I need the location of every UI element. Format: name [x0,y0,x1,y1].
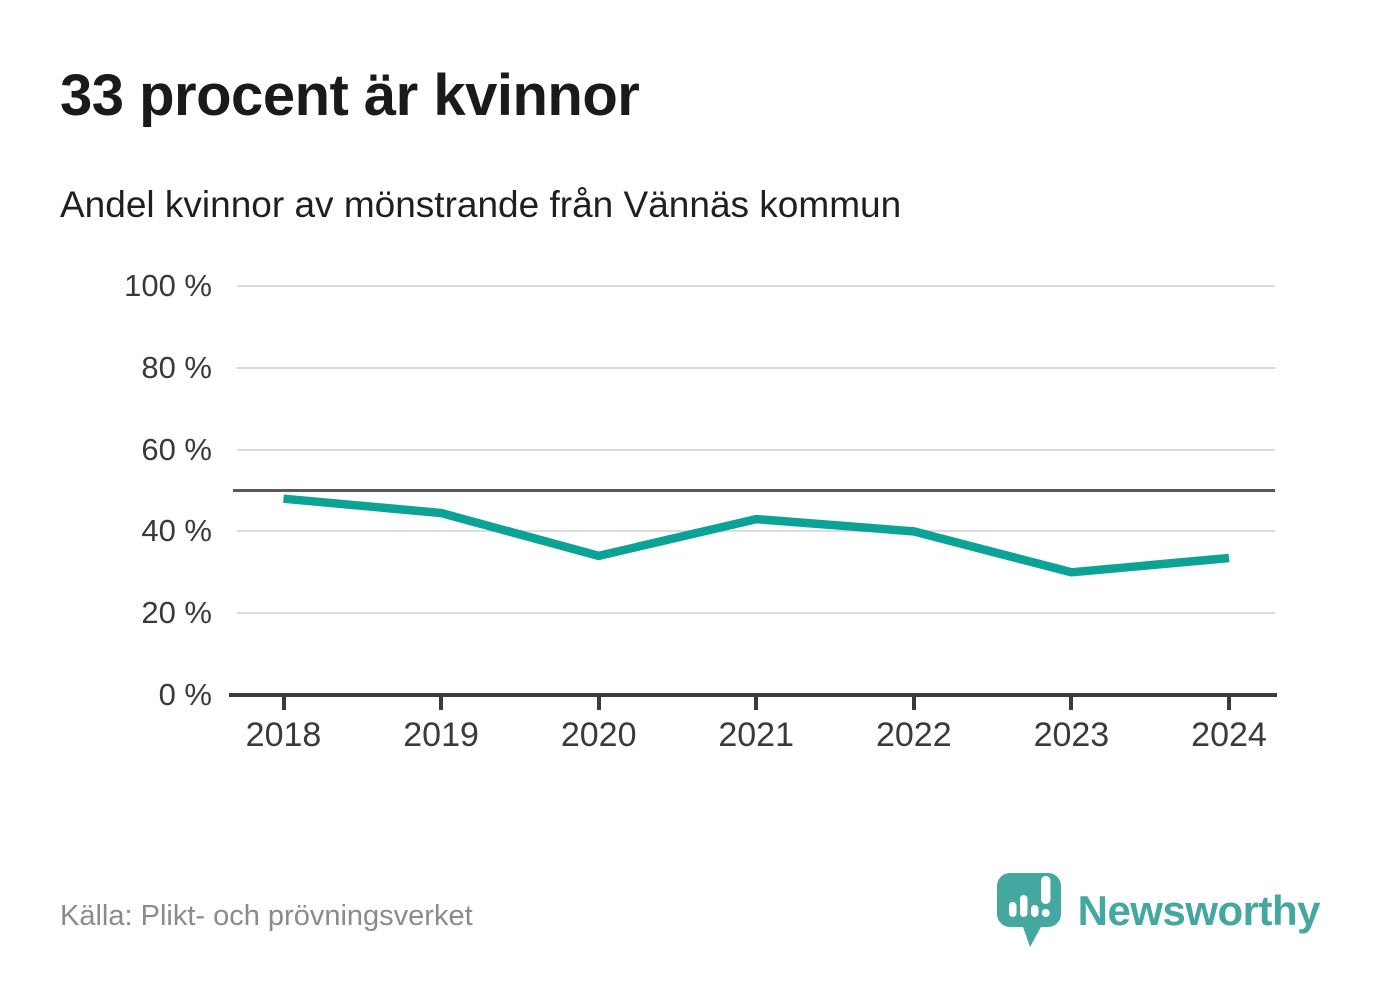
x-axis-tick [596,697,601,710]
x-axis-tick-label: 2022 [875,716,952,754]
gridline-100 [237,285,1275,287]
chart-subtitle: Andel kvinnor av mönstrande från Vännäs … [60,184,902,225]
source-credit: Källa: Plikt- och prövningsverket [60,900,473,932]
logo-bubble-shape [996,873,1061,947]
data-line [283,494,1230,577]
x-axis-tick-label: 2024 [1191,716,1267,754]
gridline-40 [237,530,1275,533]
y-axis-tick-label: 0 % [158,677,212,712]
plot-area [229,285,1277,710]
page-title: 33 procent är kvinnor [60,63,640,128]
x-axis-tick-label: 2018 [245,716,322,754]
x-axis-tick [281,697,286,710]
logo-bars [1008,876,1051,917]
x-axis-tick-label: 2020 [560,716,637,754]
line-series-svg [283,494,1230,577]
y-axis-tick-label: 60 % [141,431,212,467]
newsworthy-logo-icon [996,873,1061,947]
x-axis-line [229,693,1277,697]
x-axis-tick-label: 2023 [1033,716,1110,754]
x-axis-tick [754,697,759,710]
x-axis-tick [1069,697,1074,710]
y-axis-tick-label: 20 % [141,595,212,631]
brand-wordmark: Newsworthy [1077,887,1321,934]
y-axis-tick-label: 100 % [124,268,212,303]
gridline-80 [237,366,1275,369]
x-axis-tick [439,697,444,710]
gridline-20 [237,612,1275,615]
newsworthy-branding: Newsworthy [996,872,1321,950]
reference-line-50 [233,489,1275,492]
x-axis-tick-label: 2021 [718,716,794,754]
x-axis-tick-label: 2019 [403,716,479,754]
x-axis-tick [911,697,916,710]
gridline-60 [237,448,1275,451]
y-axis-tick-label: 80 % [141,349,212,385]
x-axis-tick [1227,697,1231,710]
y-axis-tick-label: 40 % [141,513,212,549]
